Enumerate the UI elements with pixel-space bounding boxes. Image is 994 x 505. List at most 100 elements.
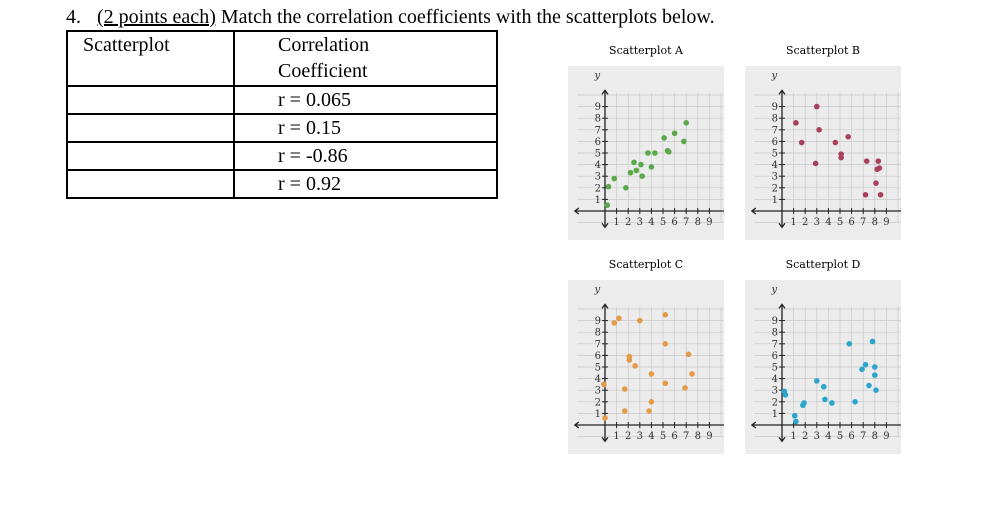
- data-point: [611, 175, 618, 182]
- scatterplot-d: Scatterplot D 123456789123456789xy: [745, 258, 901, 466]
- scatterplot-b-title: Scatterplot B: [785, 44, 861, 57]
- scatterplot-b: Scatterplot B 123456789123456789xy: [745, 44, 901, 252]
- x-tick-label: 9: [706, 431, 712, 442]
- scatterplot-c-title: Scatterplot C: [608, 258, 684, 271]
- y-axis-arrow-down: [601, 436, 609, 443]
- y-axis-arrow-up: [778, 303, 786, 309]
- scatterplot-svg: 123456789123456789xy: [745, 280, 901, 454]
- data-point: [791, 412, 798, 419]
- data-point: [863, 158, 870, 164]
- y-tick-label: 6: [595, 137, 601, 148]
- y-tick-label: 7: [772, 339, 778, 350]
- y-tick-label: 1: [772, 409, 778, 420]
- scatterplot-answer-cell[interactable]: [66, 113, 235, 143]
- y-tick-label: 9: [595, 102, 601, 113]
- table-row: r = 0.065: [66, 85, 498, 115]
- y-tick-label: 3: [772, 172, 778, 183]
- data-point: [820, 383, 827, 390]
- scatterplot-svg: 123456789123456789xy: [745, 66, 901, 240]
- x-tick-label: 3: [814, 431, 820, 442]
- data-point: [872, 372, 878, 378]
- scatterplot-c: Scatterplot C 123456789123456789xy: [568, 258, 724, 466]
- y-tick-label: 8: [772, 114, 778, 125]
- header-correlation-line2: Coefficient: [278, 60, 368, 82]
- data-point: [633, 167, 640, 174]
- data-point: [782, 392, 789, 398]
- data-point: [683, 120, 689, 126]
- data-point: [604, 202, 611, 208]
- data-point: [812, 160, 819, 167]
- scatterplot-answer-cell[interactable]: [66, 169, 235, 199]
- y-axis-label: y: [771, 70, 778, 81]
- scatterplot-answer-cell[interactable]: [66, 141, 235, 171]
- x-tick-label: 7: [683, 431, 689, 442]
- x-tick-label: 1: [613, 217, 619, 228]
- question-points: (2 points each): [97, 6, 216, 28]
- y-axis-arrow-up: [778, 89, 786, 95]
- data-point: [793, 120, 799, 126]
- data-point: [623, 185, 629, 191]
- x-tick-label: 6: [848, 431, 854, 442]
- y-tick-label: 4: [772, 160, 778, 171]
- y-tick-label: 1: [595, 409, 601, 420]
- x-tick-label: 6: [671, 217, 677, 228]
- data-point: [626, 357, 633, 363]
- x-tick-label: 7: [860, 431, 866, 442]
- data-point: [838, 154, 844, 161]
- y-tick-label: 4: [772, 374, 778, 385]
- y-tick-label: 2: [595, 183, 601, 194]
- coefficient-cell: r = 0.92: [233, 169, 498, 199]
- x-tick-label: 2: [802, 431, 808, 442]
- x-tick-label: 7: [683, 217, 689, 228]
- y-axis-label: y: [771, 284, 778, 295]
- x-tick-label: 6: [848, 217, 854, 228]
- data-point: [876, 165, 883, 171]
- data-point: [682, 385, 688, 391]
- y-tick-label: 5: [772, 149, 778, 160]
- x-tick-label: 2: [802, 217, 808, 228]
- x-tick-label: 4: [825, 217, 831, 228]
- y-tick-label: 3: [595, 386, 601, 397]
- y-axis-arrow-down: [601, 222, 609, 229]
- x-tick-label: 4: [648, 217, 654, 228]
- question-number: 4.: [66, 6, 81, 28]
- data-point: [662, 341, 669, 347]
- scatterplot-a-title: Scatterplot A: [609, 44, 683, 57]
- data-point: [869, 338, 876, 345]
- x-tick-label: 9: [706, 217, 712, 228]
- scatterplot-d-title: Scatterplot D: [785, 258, 861, 271]
- header-scatterplot: Scatterplot: [66, 30, 235, 87]
- question-body: Match the correlation coefficients with …: [220, 6, 715, 28]
- y-tick-label: 8: [595, 114, 601, 125]
- x-tick-label: 1: [790, 431, 796, 442]
- data-point: [845, 133, 851, 140]
- x-tick-label: 4: [825, 431, 831, 442]
- y-axis-arrow-down: [778, 436, 786, 443]
- x-tick-label: 2: [625, 217, 631, 228]
- y-tick-label: 9: [772, 102, 778, 113]
- x-tick-label: 5: [660, 431, 666, 442]
- x-tick-label: 8: [695, 217, 701, 228]
- data-point: [601, 381, 607, 388]
- y-axis-label: y: [594, 284, 601, 295]
- y-tick-label: 8: [772, 328, 778, 339]
- x-tick-label: 8: [872, 217, 878, 228]
- data-point: [822, 396, 828, 403]
- data-point: [666, 149, 672, 155]
- x-tick-label: 7: [860, 217, 866, 228]
- data-point: [798, 139, 805, 146]
- data-point: [605, 183, 612, 190]
- x-tick-label: 8: [695, 431, 701, 442]
- data-point: [859, 366, 865, 373]
- scatterplot-answer-cell[interactable]: [66, 85, 235, 115]
- x-tick-label: 5: [837, 431, 843, 442]
- header-correlation-line1: Correlation: [278, 34, 370, 56]
- data-point: [872, 364, 878, 370]
- x-tick-label: 1: [613, 431, 619, 442]
- data-point: [611, 320, 618, 326]
- data-point: [627, 169, 634, 176]
- coefficient-cell: r = 0.15: [233, 113, 498, 143]
- y-tick-label: 5: [595, 363, 601, 374]
- y-tick-label: 5: [595, 149, 601, 160]
- data-point: [638, 161, 644, 168]
